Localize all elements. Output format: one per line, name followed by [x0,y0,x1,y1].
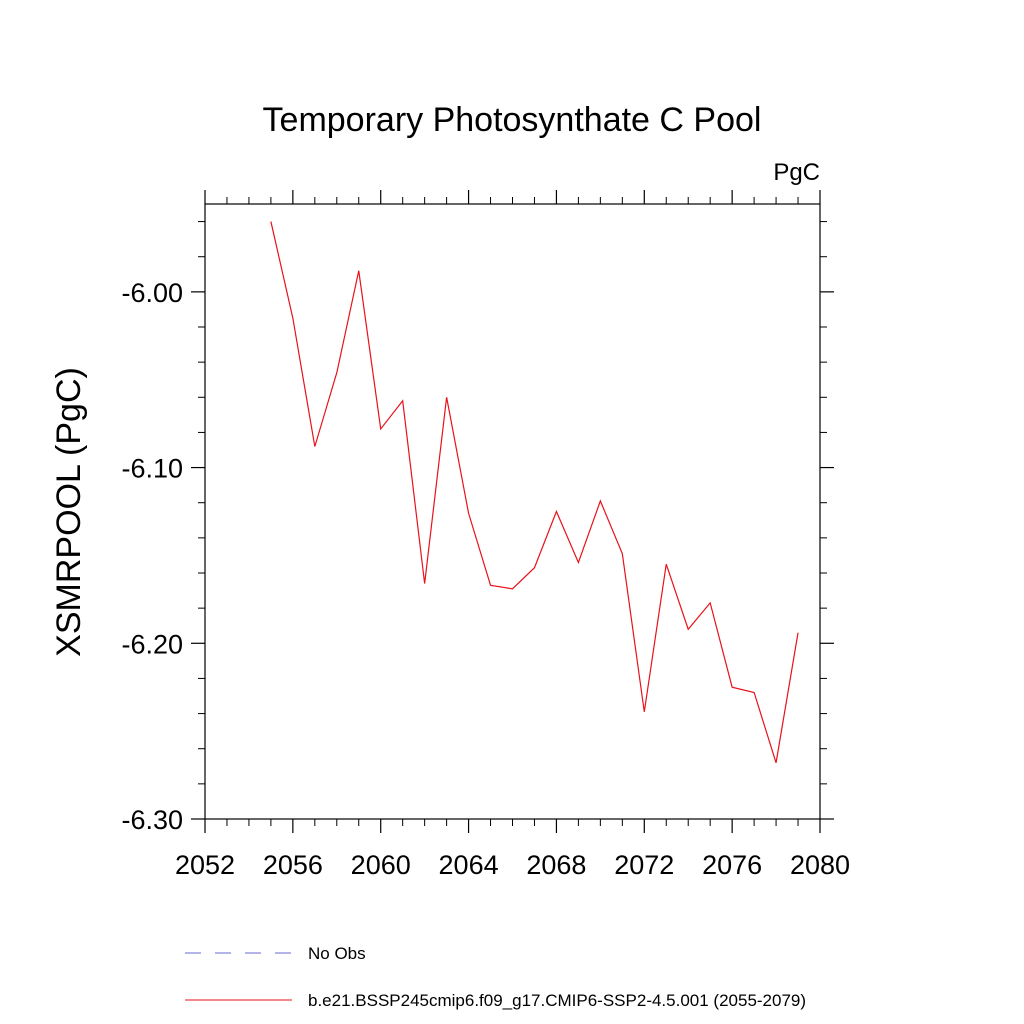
plot-frame [204,203,821,820]
series-line [270,221,799,763]
x-tick-label: 2060 [351,850,411,880]
x-tick-label: 2056 [263,850,323,880]
units-label: PgC [773,159,820,186]
legend-label: b.e21.BSSP245cmip6.f09_g17.CMIP6-SSP2-4.… [308,991,806,1010]
legend: No Obs b.e21.BSSP245cmip6.f09_g17.CMIP6-S… [185,944,806,1010]
y-tick-label: -6.10 [121,454,183,484]
legend-label: No Obs [308,944,366,963]
x-tick-label: 2072 [614,850,674,880]
x-tick-label: 2052 [175,850,235,880]
axis-ticks [191,190,834,833]
y-axis-label: XSMRPOOL (PgC) [50,367,88,657]
series-layer [270,221,799,763]
x-tick-label: 2080 [790,850,850,880]
x-tick-label: 2064 [439,850,499,880]
axis-tick-labels: 2052 2056 2060 2064 2068 2072 2076 2080 -6.00 -6.… [121,278,850,880]
chart-title: Temporary Photosynthate C Pool [263,101,762,139]
x-tick-label: 2076 [702,850,762,880]
x-tick-label: 2068 [526,850,586,880]
y-tick-label: -6.00 [121,278,183,308]
y-tick-label: -6.20 [121,629,183,659]
y-tick-label: -6.30 [121,805,183,835]
